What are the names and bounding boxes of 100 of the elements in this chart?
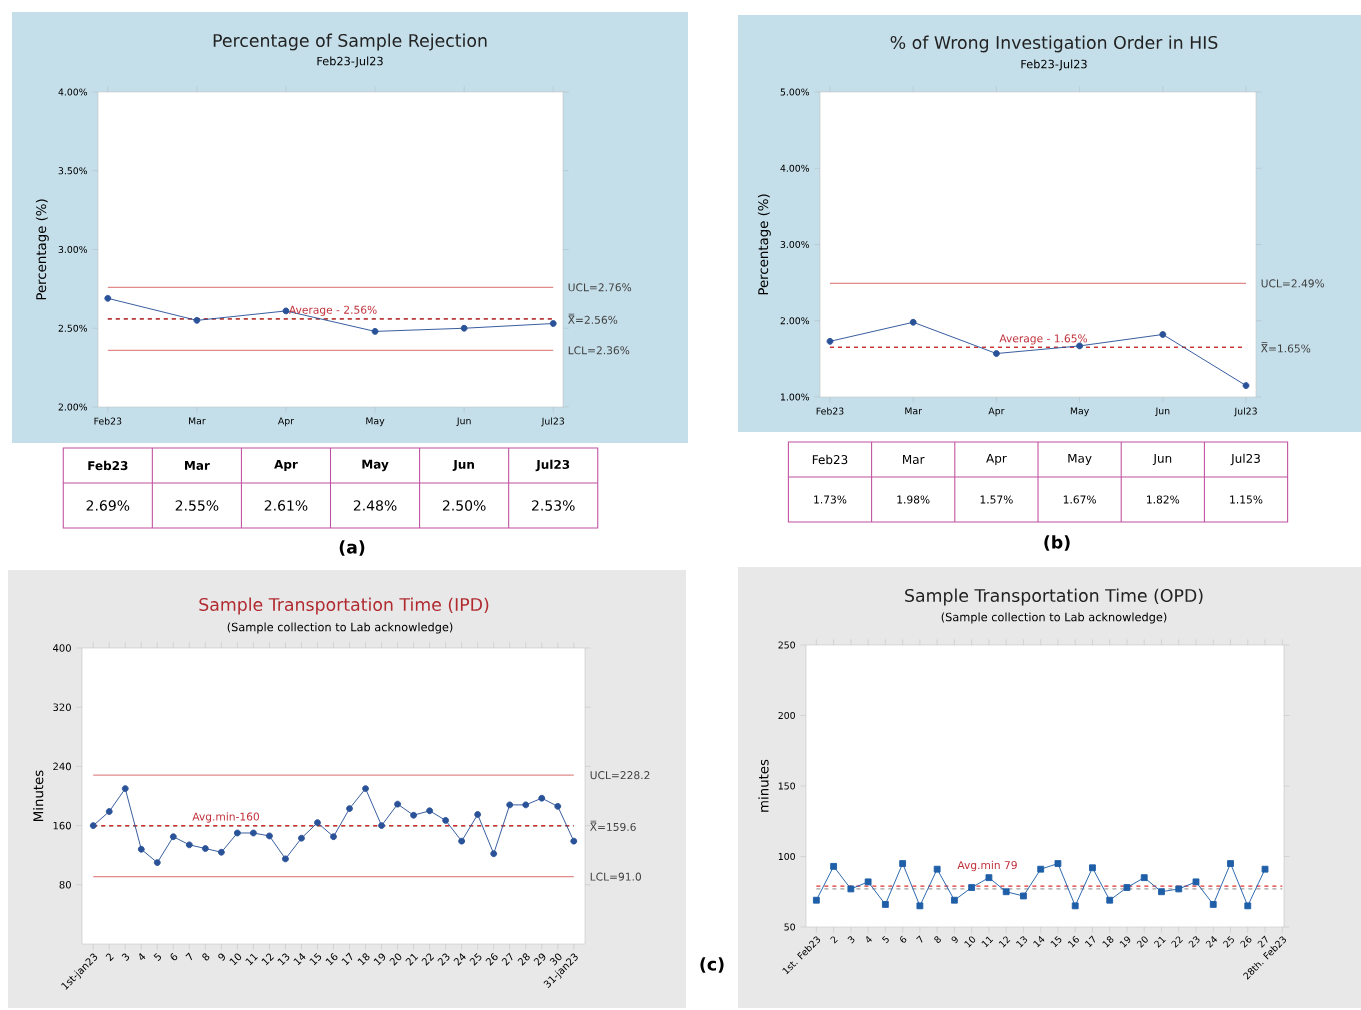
chart-subtitle: Feb23-Jul23	[1021, 59, 1087, 71]
category-label: Jun	[1152, 453, 1172, 466]
x-tick-label: 7	[916, 935, 923, 943]
category-label: Mar	[185, 461, 210, 470]
x-tick-label: 13	[1016, 936, 1028, 948]
y-tick-label: 4.00%	[58, 88, 88, 96]
y-tick-label: 5.00%	[780, 88, 810, 96]
x-tick-label: 7	[185, 952, 193, 961]
data-label: 2.69%	[86, 500, 130, 511]
x-tick-label: Jul23	[541, 417, 565, 427]
category-label: Jul23	[1230, 453, 1260, 466]
x-tick-label: 11	[981, 936, 994, 948]
chart-title: Percentage of Sample Rejection	[213, 33, 487, 51]
y-axis-title: Percentage (%)	[757, 194, 771, 295]
x-tick-label: 9	[951, 936, 958, 944]
x-tick-label: 12	[998, 936, 1011, 948]
x-tick-label: 23	[437, 953, 450, 966]
data-label: 2.55%	[175, 500, 219, 511]
x-tick-label: 17	[1085, 935, 1095, 948]
chart-title: % of Wrong Investigation Order in HIS	[890, 35, 1218, 53]
x-tick-label: 23	[1188, 936, 1200, 948]
annotation: Average - 1.65%	[999, 334, 1088, 345]
x-tick-label: 13	[277, 953, 290, 966]
ref-line-label: UCL=2.76%	[568, 283, 632, 292]
text: (a)	[339, 540, 365, 556]
text: (b)	[1044, 535, 1070, 551]
data-label: 2.50%	[442, 500, 486, 511]
ref-line-label: X̿=2.56%	[568, 313, 618, 324]
x-tick-label: 25	[1222, 935, 1234, 948]
category-label: Apr	[986, 453, 1007, 466]
x-tick-label: 24	[1205, 936, 1218, 948]
category-label: Feb23	[812, 454, 848, 465]
data-label: 1.57%	[980, 495, 1013, 504]
category-label: Feb23	[88, 460, 128, 471]
x-tick-label: Apr	[277, 417, 295, 427]
x-tick-label: 8	[934, 936, 941, 943]
x-tick-label: 12	[261, 953, 274, 966]
x-tick-label: Mar	[189, 417, 206, 425]
ref-line-label: LCL=91.0	[590, 872, 642, 881]
chart-title: Sample Transportation Time (IPD)	[199, 597, 489, 615]
data-label: 1.82%	[1147, 495, 1180, 504]
x-tick-label: 14	[293, 953, 306, 966]
x-tick-label: 9	[218, 953, 225, 961]
x-tick-label: 18	[357, 953, 370, 966]
x-tick-label: Jun	[1155, 407, 1170, 417]
x-tick-label: 19	[1119, 936, 1131, 948]
y-tick-label: 200	[778, 711, 795, 720]
x-tick-label: 21	[1153, 936, 1166, 948]
x-tick-label: 17	[341, 952, 353, 966]
ref-line-label: LCL=2.36%	[568, 346, 630, 355]
x-tick-label: 20	[389, 953, 402, 966]
x-tick-label: 15	[309, 952, 322, 966]
data-label: 1.98%	[897, 495, 930, 504]
x-tick-label: 11	[245, 953, 258, 966]
x-tick-label: 8	[202, 953, 210, 961]
category-label: May	[1068, 453, 1092, 466]
y-tick-label: 320	[53, 703, 71, 711]
y-tick-label: 3.00%	[780, 240, 810, 249]
x-tick-label: 21	[405, 953, 419, 966]
x-tick-label: 27	[501, 952, 513, 966]
y-tick-label: 250	[778, 641, 795, 649]
category-label: Jul23	[535, 459, 570, 472]
data-label: 2.53%	[531, 500, 575, 511]
x-tick-label: 15	[1050, 935, 1062, 948]
x-tick-label: 2	[830, 936, 838, 944]
y-axis-title: minutes	[758, 759, 769, 812]
category-label: Jun	[452, 459, 474, 472]
x-tick-label: 2	[105, 953, 114, 962]
x-tick-label: 22	[1171, 936, 1183, 948]
x-tick-label: 14	[1033, 936, 1045, 948]
y-tick-label: 400	[53, 644, 71, 652]
x-tick-label: 19	[373, 953, 386, 966]
y-axis-title: Minutes	[33, 770, 44, 821]
category-label: Mar	[903, 455, 925, 464]
x-tick-label: 25	[469, 953, 482, 966]
x-tick-label: Jun	[456, 417, 471, 427]
y-tick-label: 3.50%	[58, 167, 88, 175]
x-tick-label: Apr	[988, 407, 1005, 417]
x-tick-label: 26	[485, 952, 498, 966]
data-label: 1.73%	[814, 495, 847, 504]
y-tick-label: 2.50%	[58, 324, 88, 332]
y-tick-label: 160	[53, 821, 71, 830]
annotation: Avg.min 79	[957, 860, 1017, 872]
y-tick-label: 240	[53, 762, 71, 771]
x-tick-label: 20	[1136, 936, 1148, 948]
data-label: 2.48%	[353, 500, 397, 511]
chart-subtitle: Feb23-Jul23	[317, 56, 383, 68]
chart-subtitle: (Sample collection to Lab acknowledge)	[941, 612, 1167, 624]
y-tick-label: 2.00%	[58, 403, 88, 411]
x-tick-label: 5	[881, 935, 889, 944]
x-tick-label: 28	[517, 953, 530, 966]
x-tick-label: Jul23	[1233, 407, 1257, 417]
category-label: Apr	[274, 459, 298, 472]
data-label: 1.15%	[1230, 495, 1263, 504]
ref-line-label: X̿=1.65%	[1261, 342, 1311, 353]
y-tick-label: 1.00%	[780, 393, 810, 401]
x-tick-label: Mar	[905, 407, 922, 415]
x-tick-label: 3	[847, 936, 855, 944]
x-tick-label: 4	[139, 953, 146, 961]
category-label: May	[362, 459, 389, 472]
